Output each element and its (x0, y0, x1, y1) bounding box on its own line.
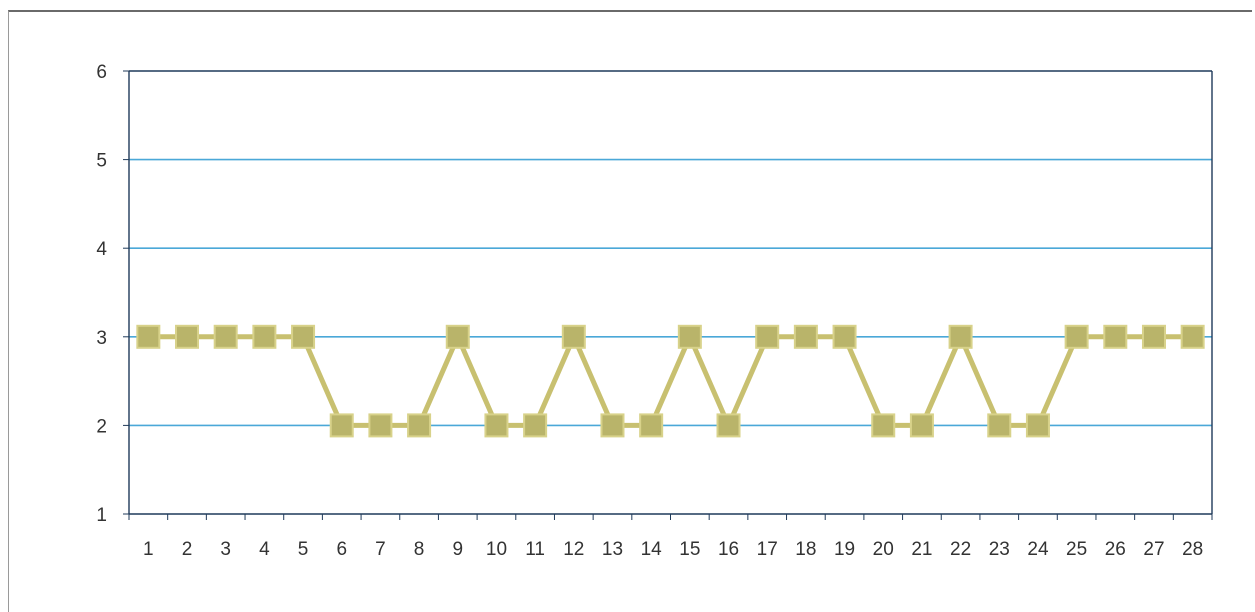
data-point (716, 413, 741, 438)
data-point (291, 324, 316, 349)
y-tick-label: 3 (96, 328, 107, 349)
x-tick-label: 25 (1066, 539, 1087, 560)
data-point (793, 324, 818, 349)
data-point (871, 413, 896, 438)
x-tick-label: 3 (220, 539, 231, 560)
x-tick-label: 20 (873, 539, 894, 560)
y-tick-label: 5 (96, 151, 107, 172)
x-tick-label: 16 (718, 539, 739, 560)
series-group (136, 324, 1205, 438)
x-tick-label: 14 (641, 539, 663, 560)
data-point (639, 413, 664, 438)
x-tick-label: 22 (950, 539, 971, 560)
x-tick-label: 24 (1027, 539, 1049, 560)
y-tick-label: 6 (96, 62, 107, 83)
x-tick-label: 8 (414, 539, 425, 560)
data-point (909, 413, 934, 438)
x-tick-label: 23 (989, 539, 1010, 560)
x-tick-label: 26 (1105, 539, 1126, 560)
x-tick-label: 28 (1182, 539, 1203, 560)
data-point (987, 413, 1012, 438)
x-tick-label: 27 (1143, 539, 1164, 560)
data-point (1103, 324, 1128, 349)
data-point (948, 324, 973, 349)
chart-frame (8, 10, 1252, 612)
data-point (329, 413, 354, 438)
data-point (445, 324, 470, 349)
data-point (136, 324, 161, 349)
data-point (523, 413, 548, 438)
data-point (213, 324, 238, 349)
x-tick-label: 10 (486, 539, 507, 560)
data-point (832, 324, 857, 349)
x-tick-label: 5 (298, 539, 309, 560)
data-point (368, 413, 393, 438)
data-point (561, 324, 586, 349)
data-point (252, 324, 277, 349)
data-point (1141, 324, 1166, 349)
data-point (407, 413, 432, 438)
y-tick-label: 1 (96, 505, 107, 526)
x-tick-label: 11 (525, 539, 545, 560)
data-point (1064, 324, 1089, 349)
data-point (175, 324, 200, 349)
x-tick-label: 7 (375, 539, 386, 560)
x-tick-label: 15 (679, 539, 700, 560)
x-tick-label: 17 (757, 539, 778, 560)
data-point (600, 413, 625, 438)
data-point (1180, 324, 1205, 349)
x-tick-label: 1 (143, 539, 154, 560)
series-line (148, 334, 1193, 428)
x-tick-label: 9 (452, 539, 463, 560)
x-tick-label: 12 (563, 539, 584, 560)
x-tick-label: 13 (602, 539, 623, 560)
x-tick-label: 18 (795, 539, 816, 560)
data-point (484, 413, 509, 438)
x-tick-label: 6 (336, 539, 347, 560)
y-tick-label: 2 (96, 416, 107, 437)
data-point (677, 324, 702, 349)
x-tick-label: 4 (259, 539, 270, 560)
x-tick-label: 19 (834, 539, 855, 560)
data-point (755, 324, 780, 349)
data-point (1025, 413, 1050, 438)
x-tick-label: 21 (911, 539, 932, 560)
y-tick-label: 4 (96, 239, 107, 260)
x-tick-label: 2 (182, 539, 193, 560)
axes (123, 70, 1213, 520)
